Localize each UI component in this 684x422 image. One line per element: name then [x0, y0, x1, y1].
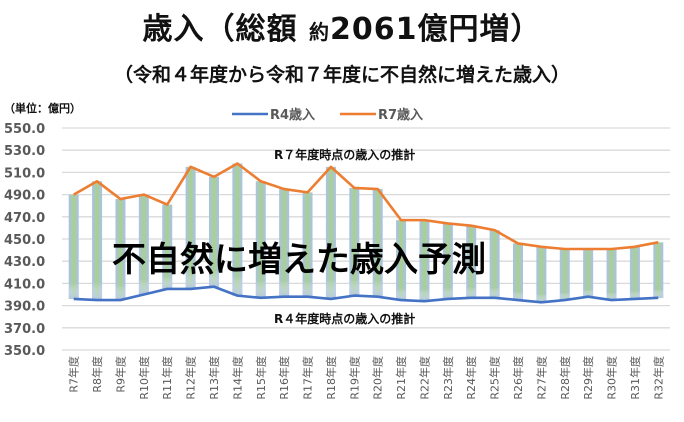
difference-bar-shade [396, 220, 407, 301]
difference-bar-shade [559, 248, 570, 301]
y-tick-label: 550.0 [4, 122, 45, 137]
difference-bar-shade [583, 248, 594, 297]
difference-bar-shade [349, 187, 360, 296]
difference-bar-shade [442, 223, 453, 299]
difference-bar-shade [185, 166, 196, 289]
y-tick-label: 350.0 [4, 344, 45, 359]
x-tick-label: R13年度 [207, 356, 221, 400]
x-tick-label: R8年度 [90, 356, 104, 393]
x-tick-label: R19年度 [347, 356, 361, 400]
difference-bar-shade [513, 243, 523, 301]
y-tick-label: 370.0 [4, 322, 45, 337]
legend-label: R4歳入 [270, 107, 315, 123]
y-tick-label: 510.0 [4, 166, 45, 181]
difference-bar-shade [92, 181, 103, 301]
unit-label: （単位：億円） [4, 101, 81, 115]
x-tick-label: R15年度 [254, 356, 268, 400]
difference-bar-shade [255, 181, 266, 298]
x-tick-label: R31年度 [628, 356, 642, 400]
annotation-r4: R４年度時点の歳入の推計 [274, 311, 415, 326]
difference-bar-shade [629, 246, 640, 299]
x-tick-label: R23年度 [441, 356, 455, 400]
x-tick-label: R12年度 [184, 356, 198, 400]
x-tick-label: R14年度 [230, 356, 244, 400]
difference-bar-shade [536, 246, 547, 303]
difference-bar-shade [419, 220, 430, 302]
x-tick-label: R10年度 [137, 356, 151, 400]
chart-title: 歳入（総額 約2061億円増） [0, 4, 684, 48]
x-tick-label: R32年度 [651, 356, 665, 400]
x-tick-label: R30年度 [605, 356, 619, 400]
title-main: 歳入（総額 [142, 12, 309, 47]
x-tick-label: R29年度 [581, 356, 595, 400]
difference-bar-shade [232, 163, 243, 296]
difference-bar-shade [209, 176, 219, 287]
difference-bar-shade [372, 189, 383, 297]
chart-subtitle: （令和４年度から令和７年度に不自然に増えた歳入） [113, 64, 570, 86]
x-tick-label: R25年度 [488, 356, 502, 400]
x-tick-label: R17年度 [301, 356, 315, 400]
y-tick-label: 390.0 [4, 300, 45, 315]
difference-bar-shade [279, 189, 290, 297]
title-rest: 億円増） [417, 12, 542, 47]
annotation-r7: R７年度時点の歳入の推計 [274, 147, 415, 162]
y-tick-label: 470.0 [4, 211, 45, 226]
difference-bar-shade [653, 242, 664, 298]
difference-bar-shade [302, 192, 313, 297]
x-tick-label: R11年度 [160, 356, 174, 400]
y-tick-label: 430.0 [4, 255, 45, 270]
title-amount: 2061 [329, 12, 418, 47]
series-line-R4歳入 [73, 285, 659, 304]
x-tick-label: R9年度 [113, 356, 127, 393]
x-tick-label: R24年度 [464, 356, 478, 400]
x-tick-label: R27年度 [534, 356, 548, 400]
difference-bar-shade [489, 230, 500, 298]
difference-bar-shade [466, 225, 477, 298]
difference-bar-shade [138, 194, 149, 295]
difference-bar-shade [68, 194, 79, 299]
x-tick-label: R26年度 [511, 356, 525, 400]
y-tick-label: 530.0 [4, 144, 45, 159]
difference-bar-shade [162, 204, 173, 289]
x-tick-label: R18年度 [324, 356, 338, 400]
x-tick-label: R7年度 [67, 356, 81, 393]
x-tick-label: R22年度 [417, 356, 431, 400]
x-tick-label: R16年度 [277, 356, 291, 400]
legend-label: R7歳入 [378, 107, 423, 123]
x-tick-label: R21年度 [394, 356, 408, 400]
difference-bar-shade [606, 248, 617, 301]
y-tick-label: 410.0 [4, 277, 45, 292]
difference-bar-shade [115, 199, 126, 301]
annotation-center: 不自然に増えた歳入予測 [112, 240, 486, 280]
series-line-R7歳入 [73, 162, 659, 251]
x-tick-label: R20年度 [371, 356, 385, 400]
y-tick-label: 490.0 [4, 189, 45, 204]
y-tick-label: 450.0 [4, 233, 45, 248]
difference-bar-shade [325, 166, 336, 299]
x-tick-label: R28年度 [558, 356, 572, 400]
title-approx: 約 [308, 20, 330, 44]
